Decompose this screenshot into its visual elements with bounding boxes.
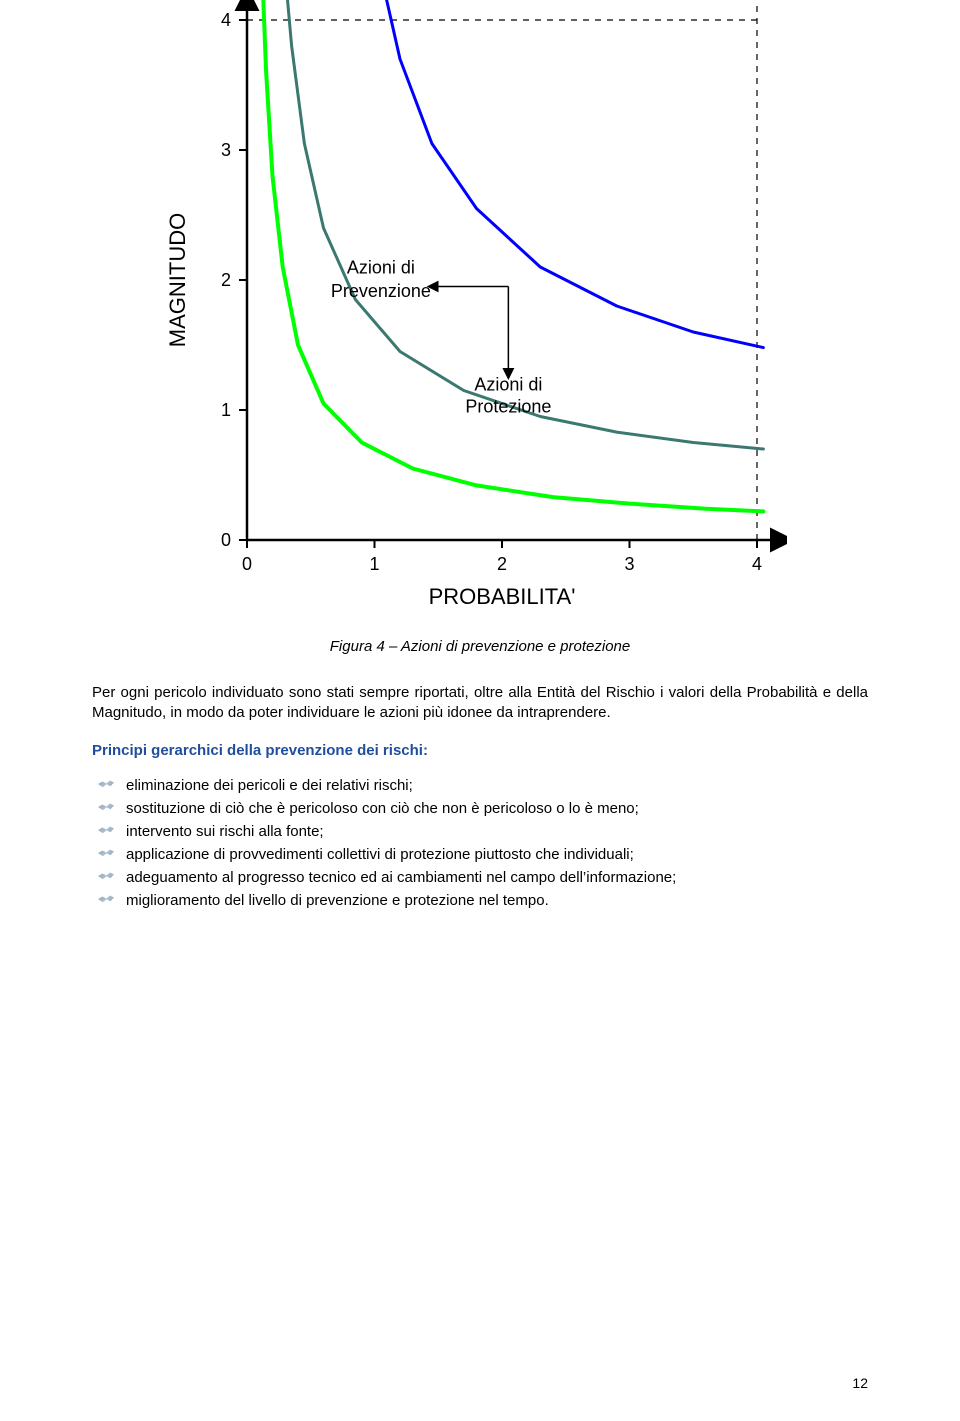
svg-text:0: 0 <box>221 530 231 550</box>
figure-caption: Figura 4 – Azioni di prevenzione e prote… <box>92 638 868 655</box>
svg-text:1: 1 <box>369 554 379 574</box>
page-number: 12 <box>852 1375 868 1391</box>
svg-text:2: 2 <box>497 554 507 574</box>
intro-paragraph: Per ogni pericolo individuato sono stati… <box>92 683 868 724</box>
list-item: eliminazione dei pericoli e dei relativi… <box>92 775 868 796</box>
svg-text:3: 3 <box>624 554 634 574</box>
principles-heading: Principi gerarchici della prevenzione de… <box>92 742 868 759</box>
svg-text:4: 4 <box>752 554 762 574</box>
svg-text:4: 4 <box>221 10 231 30</box>
chart-container: 0 1 2 3 4 0 1 2 3 4 PROBABILITA' MAGNITUDO Azioni di… <box>147 0 787 620</box>
list-item: miglioramento del livello di prevenzione… <box>92 890 868 911</box>
svg-text:0: 0 <box>242 554 252 574</box>
svg-text:3: 3 <box>221 140 231 160</box>
principles-list: eliminazione dei pericoli e dei relativi… <box>92 775 868 911</box>
svg-text:Protezione: Protezione <box>465 397 551 417</box>
chart-svg: 0 1 2 3 4 0 1 2 3 4 PROBABILITA' MAGNITUDO Azioni di… <box>147 0 787 620</box>
list-item: adeguamento al progresso tecnico ed ai c… <box>92 867 868 888</box>
list-item: intervento sui rischi alla fonte; <box>92 821 868 842</box>
svg-text:PROBABILITA': PROBABILITA' <box>429 584 576 609</box>
svg-text:2: 2 <box>221 270 231 290</box>
svg-text:Prevenzione: Prevenzione <box>331 281 431 301</box>
svg-text:1: 1 <box>221 400 231 420</box>
svg-text:Azioni di: Azioni di <box>347 258 415 278</box>
svg-text:Azioni di: Azioni di <box>474 375 542 395</box>
svg-text:MAGNITUDO: MAGNITUDO <box>165 213 190 347</box>
list-item: sostituzione di ciò che è pericoloso con… <box>92 798 868 819</box>
list-item: applicazione di provvedimenti collettivi… <box>92 844 868 865</box>
